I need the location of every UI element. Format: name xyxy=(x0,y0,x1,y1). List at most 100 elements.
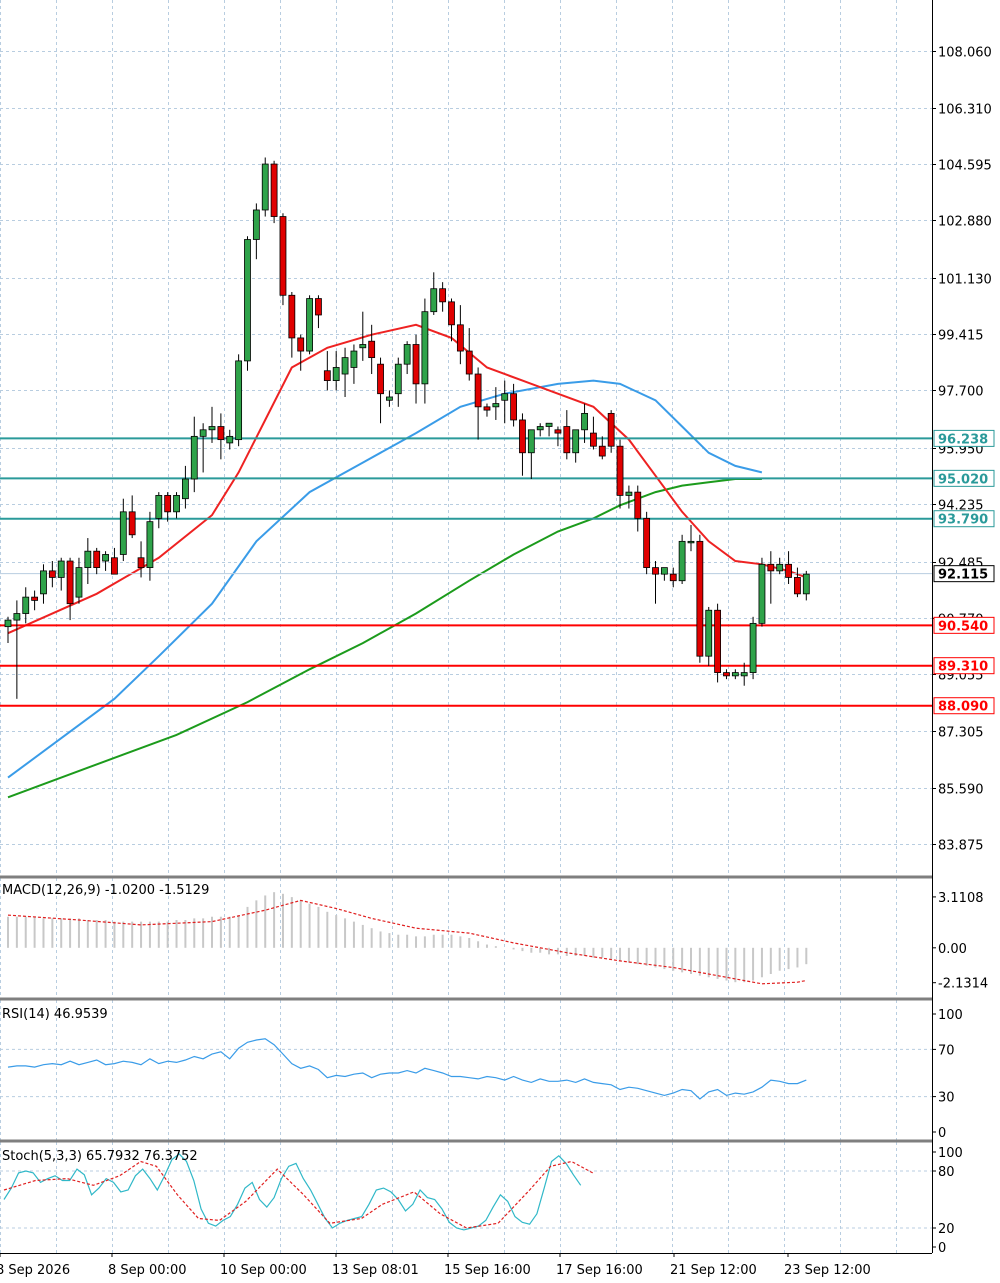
candle-body xyxy=(403,344,411,365)
candle-body xyxy=(332,367,340,381)
candle-body xyxy=(492,403,500,408)
candle-body xyxy=(625,491,633,496)
candle-body xyxy=(288,294,296,339)
candle-body xyxy=(474,373,482,408)
stoch-title: Stoch(5,3,3) 65.7932 76.3752 xyxy=(2,1149,198,1164)
price-tick-label: 99.415 xyxy=(938,329,984,344)
candle-body xyxy=(660,567,668,575)
candle-body xyxy=(244,239,251,362)
candle-body xyxy=(22,596,30,614)
candle-body xyxy=(652,567,659,575)
price-tick-label: 108.060 xyxy=(938,46,992,61)
rsi-panel: 100 70 30 0 RSI(14) 46.9539 xyxy=(0,1007,963,1141)
candle-body xyxy=(785,563,792,578)
candle-body xyxy=(66,560,74,605)
candle-body xyxy=(279,216,287,296)
candle-body xyxy=(483,406,491,411)
stoch-tick-label: 0 xyxy=(938,1241,946,1256)
rsi-tick-label: 70 xyxy=(938,1043,955,1058)
candle-body xyxy=(377,363,384,395)
candle-body xyxy=(128,511,136,536)
candle-body xyxy=(572,429,580,454)
candle-body xyxy=(386,396,393,401)
time-label: 8 Sep 00:00 xyxy=(108,1263,187,1278)
candle-body xyxy=(75,567,83,598)
candle-body xyxy=(545,422,553,427)
stoch-tick-label: 20 xyxy=(938,1222,955,1237)
macd-signal-line xyxy=(7,899,807,985)
main-grid xyxy=(0,0,932,1253)
candle-body xyxy=(226,435,234,444)
level-tag-box xyxy=(933,697,995,715)
candles[interactable] xyxy=(4,157,810,699)
candle-body xyxy=(563,426,571,454)
level-tag-label: 88.090 xyxy=(938,700,988,715)
candle-body xyxy=(501,393,509,401)
stoch-tick-label: 100 xyxy=(938,1146,963,1161)
candle-body xyxy=(359,344,367,349)
candle-body xyxy=(164,495,172,513)
candle-body xyxy=(368,340,376,359)
candle-body xyxy=(261,163,269,211)
time-label: 17 Sep 16:00 xyxy=(556,1263,643,1278)
candle-body xyxy=(102,554,109,562)
ma-red-line xyxy=(7,323,807,635)
stoch-main-line xyxy=(3,1153,582,1231)
macd-title: MACD(12,26,9) -1.0200 -1.5129 xyxy=(2,883,209,898)
stoch-signal-line xyxy=(3,1160,593,1229)
candle-body xyxy=(146,521,154,568)
candle-body xyxy=(723,672,730,677)
price-tick-label: 94.235 xyxy=(938,499,984,514)
candle-body xyxy=(740,672,748,677)
current-price-tag-box xyxy=(933,565,995,583)
candle-body xyxy=(802,573,810,595)
candle-body xyxy=(394,363,402,395)
stoch-panel: 100 80 20 0 Stoch(5,3,3) 65.7932 76.3752 xyxy=(0,1146,963,1256)
ma-blue-line xyxy=(7,379,763,779)
rsi-title: RSI(14) 46.9539 xyxy=(2,1007,108,1022)
time-label: 10 Sep 00:00 xyxy=(220,1263,307,1278)
rsi-line xyxy=(7,1038,807,1100)
candle-body xyxy=(270,163,278,217)
candle-body xyxy=(430,288,438,313)
candle-body xyxy=(527,429,535,454)
candle-body xyxy=(634,491,642,519)
chart-frame xyxy=(0,0,933,1254)
price-tick-label: 83.875 xyxy=(938,839,984,854)
candle-body xyxy=(705,609,713,657)
candle-body xyxy=(155,495,163,519)
candle-body xyxy=(669,573,677,582)
candle-body xyxy=(731,672,739,677)
candle-body xyxy=(554,429,562,434)
candle-body xyxy=(181,478,189,500)
candle-body xyxy=(421,311,429,385)
level-tag-label: 93.790 xyxy=(938,513,988,528)
candle-body xyxy=(252,209,260,240)
candle-body xyxy=(776,563,784,572)
rsi-tick-label: 30 xyxy=(938,1091,955,1106)
candle-body xyxy=(456,324,464,352)
candle-body xyxy=(48,570,56,578)
candle-body xyxy=(536,426,544,431)
candle-body xyxy=(510,393,517,421)
level-tag-box xyxy=(933,616,995,634)
macd-tick-label: 3.1108 xyxy=(938,891,984,906)
candle-body xyxy=(297,337,305,352)
price-axis: 108.060 106.310 104.595 102.880 101.130 99.41… xyxy=(932,46,992,854)
stoch-tick-label: 80 xyxy=(938,1165,955,1180)
candle-body xyxy=(93,550,101,568)
level-tag-box xyxy=(933,429,995,447)
candle-body xyxy=(749,622,757,673)
level-tags: 96.238 95.020 93.790 90.540 89.310 88.090 92.1… xyxy=(933,429,995,715)
candle-body xyxy=(616,445,624,496)
candle-body xyxy=(448,301,455,326)
time-label: 21 Sep 12:00 xyxy=(670,1263,757,1278)
candle-body xyxy=(607,412,615,447)
level-tag-box xyxy=(933,657,995,675)
candle-body xyxy=(217,426,225,441)
time-label: 8 Sep 2026 xyxy=(0,1263,70,1278)
candle-body xyxy=(598,445,606,457)
candle-body xyxy=(315,298,322,316)
price-tick-label: 97.700 xyxy=(938,385,984,400)
